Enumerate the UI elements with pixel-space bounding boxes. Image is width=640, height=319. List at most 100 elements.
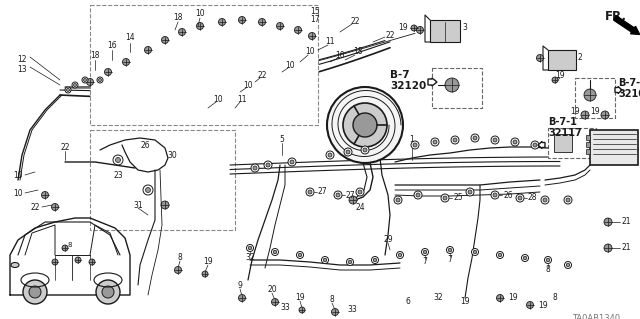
Text: 18: 18 [173,13,183,23]
Circle shape [394,196,402,204]
Text: 12: 12 [17,55,26,64]
Circle shape [417,26,424,33]
Circle shape [473,136,477,140]
Text: 22: 22 [385,31,395,40]
Circle shape [398,253,402,257]
FancyArrow shape [615,86,622,93]
Bar [90,5,318,125]
Circle shape [343,103,387,147]
Circle shape [248,246,252,250]
Circle shape [271,249,278,256]
Circle shape [547,258,550,262]
Circle shape [346,150,350,154]
Text: 21: 21 [622,218,632,226]
Circle shape [145,47,152,54]
Circle shape [522,255,529,262]
Text: B-7: B-7 [390,70,410,80]
Bar [548,128,596,158]
FancyArrow shape [428,78,437,86]
Text: 3: 3 [462,24,467,33]
Circle shape [497,251,504,258]
Circle shape [42,191,49,198]
Circle shape [336,193,340,197]
Circle shape [74,84,77,86]
Circle shape [175,266,182,273]
Circle shape [65,87,71,93]
Circle shape [179,28,186,35]
Text: 19: 19 [398,24,408,33]
Text: 8: 8 [178,254,182,263]
Text: 10: 10 [243,80,253,90]
Text: 20: 20 [267,286,277,294]
Circle shape [62,245,68,251]
Text: 28: 28 [528,194,538,203]
Circle shape [416,193,420,197]
Text: 22: 22 [30,203,40,211]
Bar [586,135,590,140]
Text: 19: 19 [295,293,305,302]
Circle shape [290,160,294,164]
Text: 11: 11 [237,95,247,105]
Text: 18: 18 [353,48,363,56]
Circle shape [472,249,479,256]
Circle shape [296,251,303,258]
Circle shape [543,198,547,202]
Circle shape [466,188,474,196]
Circle shape [363,148,367,152]
Text: 25: 25 [453,194,463,203]
Circle shape [499,253,502,257]
Circle shape [326,151,334,159]
FancyArrow shape [538,142,545,149]
Circle shape [541,196,549,204]
Circle shape [145,188,150,192]
Circle shape [161,36,168,43]
Text: B-7-2: B-7-2 [618,78,640,88]
Circle shape [564,262,572,269]
Text: 32: 32 [245,253,255,262]
Circle shape [604,244,612,252]
Circle shape [433,140,437,144]
Circle shape [524,256,527,260]
Circle shape [327,87,403,163]
Circle shape [298,253,301,257]
Circle shape [239,17,246,24]
Text: 18: 18 [90,50,100,60]
Circle shape [266,163,270,167]
Circle shape [294,26,301,33]
Circle shape [513,140,517,144]
Bar [586,149,590,154]
Circle shape [113,155,123,165]
Circle shape [82,77,88,83]
Text: 6: 6 [406,298,410,307]
Circle shape [411,25,417,31]
Circle shape [471,134,479,142]
Circle shape [253,166,257,170]
Circle shape [422,249,429,256]
Circle shape [413,143,417,147]
Circle shape [533,143,537,147]
Circle shape [29,286,41,298]
Text: 27: 27 [346,190,356,199]
Circle shape [518,196,522,200]
Circle shape [348,260,352,264]
Text: 29: 29 [383,235,393,244]
Circle shape [411,141,419,149]
Text: 16: 16 [107,41,117,49]
Circle shape [584,89,596,101]
Circle shape [531,141,539,149]
Circle shape [566,263,570,267]
Text: 33: 33 [280,303,290,313]
Circle shape [196,23,204,29]
Circle shape [491,191,499,199]
Text: 21: 21 [622,243,632,253]
Circle shape [89,259,95,265]
Text: 30: 30 [167,151,177,160]
Text: 15: 15 [310,6,320,16]
Circle shape [581,111,589,119]
Text: 8: 8 [330,295,334,305]
Circle shape [23,280,47,304]
Circle shape [299,307,305,313]
Text: 2: 2 [578,54,583,63]
Text: 32100: 32100 [618,89,640,99]
Circle shape [97,77,103,83]
